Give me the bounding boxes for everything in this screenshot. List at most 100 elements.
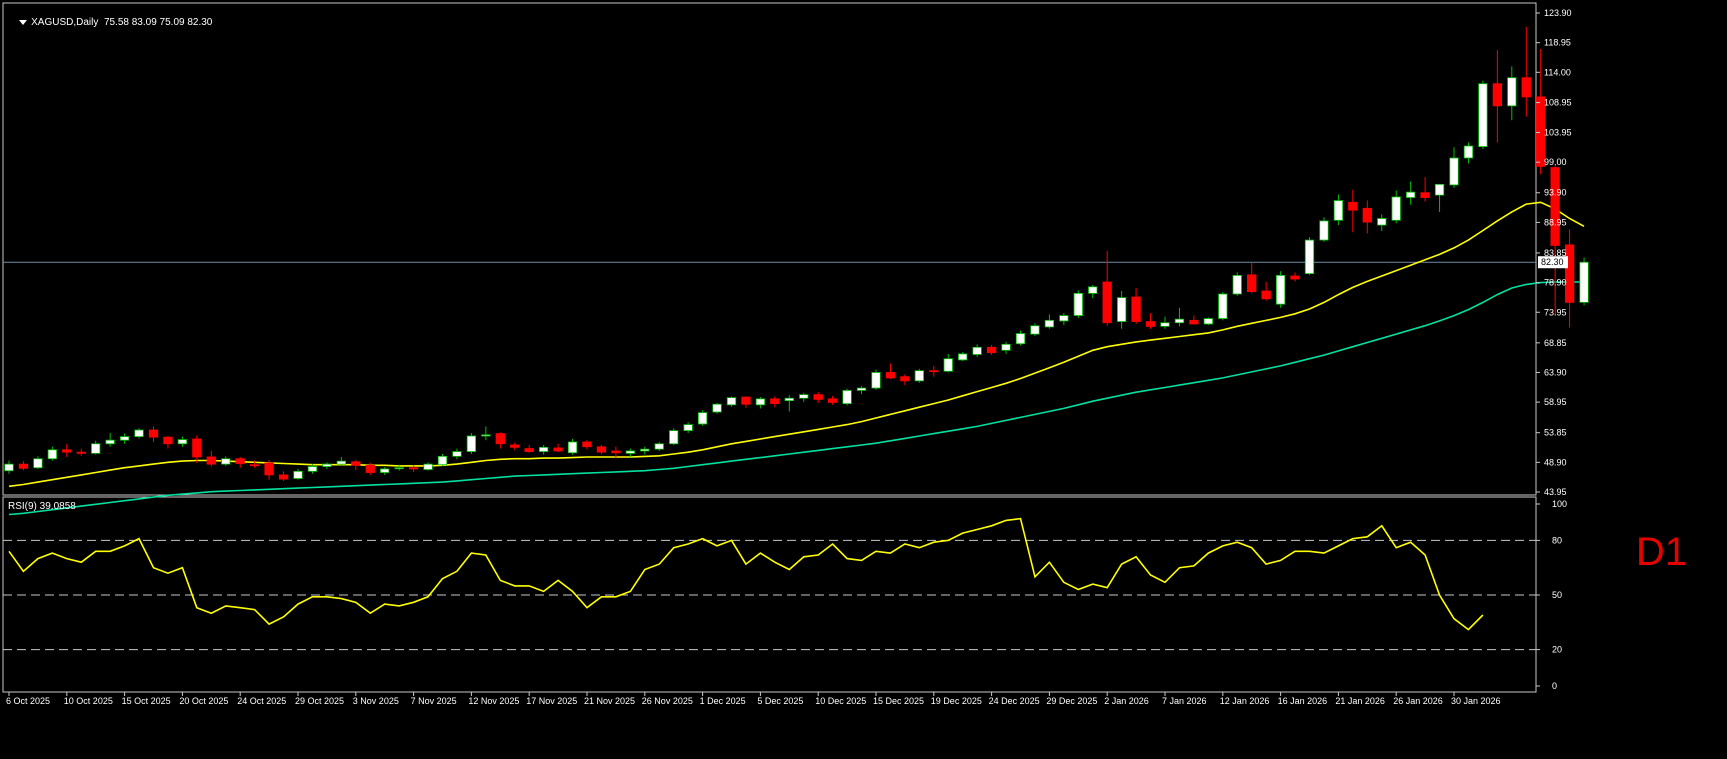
candle[interactable]	[1377, 214, 1387, 232]
candle[interactable]	[1117, 290, 1127, 329]
candle[interactable]	[1579, 257, 1589, 306]
candle[interactable]	[828, 395, 838, 405]
candle[interactable]	[423, 462, 433, 471]
candle[interactable]	[62, 443, 72, 457]
candle[interactable]	[1102, 250, 1112, 326]
candle[interactable]	[900, 374, 910, 386]
candle[interactable]	[510, 442, 520, 451]
candle[interactable]	[1160, 316, 1170, 329]
candle[interactable]	[1319, 217, 1329, 242]
candle[interactable]	[278, 471, 289, 481]
candle[interactable]	[712, 403, 722, 414]
candle[interactable]	[697, 410, 708, 426]
candle[interactable]	[726, 396, 737, 407]
candle[interactable]	[249, 460, 260, 468]
candle[interactable]	[1304, 237, 1315, 275]
candle[interactable]	[1550, 165, 1560, 315]
candle[interactable]	[856, 386, 867, 395]
candle[interactable]	[192, 435, 202, 463]
candle[interactable]	[221, 456, 231, 466]
candle[interactable]	[813, 392, 823, 404]
candle[interactable]	[1218, 292, 1228, 321]
candle[interactable]	[394, 464, 404, 471]
candle[interactable]	[76, 448, 86, 456]
candle[interactable]	[1406, 181, 1416, 205]
candle[interactable]	[351, 459, 361, 471]
candle[interactable]	[119, 433, 130, 444]
candle[interactable]	[1015, 330, 1026, 346]
candle[interactable]	[495, 432, 505, 449]
candle[interactable]	[466, 432, 477, 454]
candle[interactable]	[1261, 282, 1271, 301]
candle[interactable]	[611, 446, 621, 459]
candle[interactable]	[1232, 272, 1242, 296]
candle[interactable]	[1507, 66, 1517, 121]
candle[interactable]	[1521, 26, 1531, 117]
candle[interactable]	[1174, 307, 1185, 327]
candle[interactable]	[1536, 48, 1546, 175]
candle[interactable]	[1434, 183, 1445, 212]
candle[interactable]	[264, 459, 274, 480]
candle[interactable]	[625, 448, 635, 457]
candle[interactable]	[596, 444, 607, 454]
candle[interactable]	[1088, 285, 1098, 299]
candle[interactable]	[148, 426, 159, 442]
candle[interactable]	[958, 352, 968, 362]
candle[interactable]	[1275, 271, 1286, 308]
candle[interactable]	[986, 344, 997, 356]
candle[interactable]	[943, 353, 953, 373]
candle[interactable]	[18, 461, 29, 471]
candle[interactable]	[914, 368, 924, 383]
candle[interactable]	[1391, 190, 1401, 224]
candle[interactable]	[1333, 194, 1344, 226]
candle[interactable]	[1131, 287, 1141, 324]
candle[interactable]	[770, 396, 780, 408]
candle[interactable]	[1203, 317, 1213, 326]
candle[interactable]	[1290, 272, 1300, 282]
candle[interactable]	[91, 440, 101, 455]
candle[interactable]	[567, 438, 578, 455]
candle[interactable]	[1449, 147, 1459, 188]
candle[interactable]	[336, 456, 347, 466]
candle[interactable]	[33, 456, 43, 469]
candle[interactable]	[972, 344, 982, 357]
candle[interactable]	[437, 453, 448, 466]
candle[interactable]	[1362, 200, 1372, 234]
candle[interactable]	[1247, 262, 1257, 294]
candle[interactable]	[871, 369, 881, 390]
candle[interactable]	[654, 441, 664, 451]
candle[interactable]	[1044, 314, 1055, 329]
candle[interactable]	[322, 462, 332, 469]
candle[interactable]	[755, 397, 766, 409]
candle[interactable]	[105, 432, 115, 447]
candle[interactable]	[842, 388, 852, 406]
candle[interactable]	[929, 365, 939, 377]
candle[interactable]	[163, 435, 173, 449]
candle[interactable]	[408, 465, 419, 472]
candle[interactable]	[206, 450, 216, 467]
collapse-triangle-icon[interactable]	[19, 19, 28, 25]
candle[interactable]	[885, 363, 896, 380]
candle[interactable]	[235, 456, 245, 468]
candle[interactable]	[1073, 290, 1083, 318]
candle[interactable]	[293, 468, 303, 480]
candle[interactable]	[1492, 50, 1502, 143]
candle[interactable]	[669, 428, 679, 445]
candle[interactable]	[4, 460, 14, 474]
candle[interactable]	[47, 446, 57, 461]
candle[interactable]	[553, 443, 563, 453]
candle[interactable]	[1059, 313, 1069, 326]
candle[interactable]	[1348, 189, 1358, 233]
candle[interactable]	[799, 392, 809, 402]
candle[interactable]	[1564, 229, 1575, 328]
candle[interactable]	[741, 396, 751, 408]
candle[interactable]	[380, 467, 390, 475]
candle[interactable]	[452, 448, 462, 460]
candle[interactable]	[524, 444, 534, 453]
candle[interactable]	[539, 444, 549, 455]
candle[interactable]	[1463, 142, 1474, 164]
candle[interactable]	[1478, 80, 1488, 150]
candle[interactable]	[134, 428, 144, 439]
